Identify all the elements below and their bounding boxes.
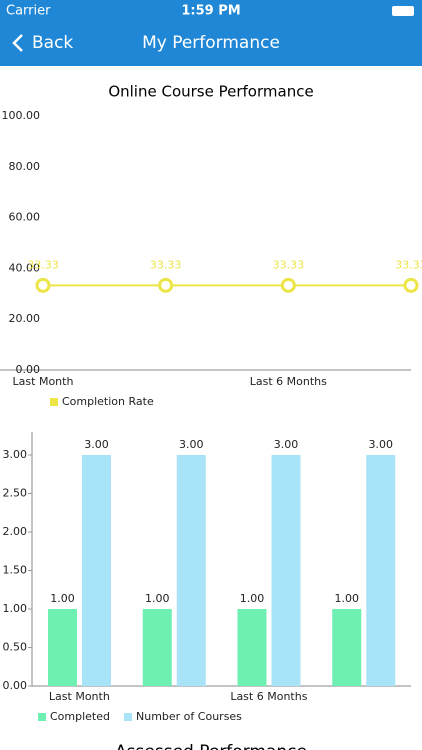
y-tick-label: 80.00 xyxy=(9,160,41,173)
y-tick-label: 0.00 xyxy=(16,363,41,376)
back-button[interactable]: Back xyxy=(12,33,73,53)
value-label: 3.00 xyxy=(369,438,394,451)
carrier: Carrier xyxy=(6,4,51,19)
chart-title: Online Course Performance xyxy=(108,83,313,101)
value-label: 33.33 xyxy=(27,258,59,271)
y-tick-label: 100.00 xyxy=(2,109,41,122)
back-label[interactable]: Back xyxy=(32,33,73,53)
y-tick-label: 2.00 xyxy=(3,525,28,538)
battery xyxy=(392,6,414,16)
x-tick-label: Last 6 Months xyxy=(250,375,327,388)
bar xyxy=(366,455,396,686)
value-label: 33.33 xyxy=(150,258,182,271)
value-label: 1.00 xyxy=(240,592,265,605)
legend-swatch xyxy=(124,713,132,721)
clock: 1:59 PM xyxy=(181,4,240,19)
value-label: 1.00 xyxy=(50,592,75,605)
x-tick-label: Last 6 Months xyxy=(230,690,307,703)
legend-label: Number of Courses xyxy=(136,710,242,723)
value-label: 3.00 xyxy=(84,438,109,451)
bar xyxy=(271,455,301,686)
point xyxy=(280,277,296,293)
legend-swatch xyxy=(38,713,46,721)
value-label: 3.00 xyxy=(274,438,299,451)
y-tick-label: 20.00 xyxy=(9,312,41,325)
value-label: 33.33 xyxy=(273,258,305,271)
y-tick-label: 0.00 xyxy=(3,679,28,692)
bar xyxy=(332,609,362,686)
nav-title: My Performance xyxy=(142,33,280,53)
x-tick-label: Last Month xyxy=(13,375,74,388)
y-tick-label: 40.00 xyxy=(9,261,41,274)
y-tick-label: 1.50 xyxy=(3,564,28,577)
back-chevron xyxy=(12,34,23,52)
y-tick-label: 0.50 xyxy=(3,641,28,654)
value-label: 1.00 xyxy=(145,592,170,605)
bar xyxy=(176,455,206,686)
section-title: Assessed Performance xyxy=(115,742,307,750)
point xyxy=(158,277,174,293)
nav-bar xyxy=(0,0,422,66)
y-tick-label: 1.00 xyxy=(3,602,28,615)
bar xyxy=(82,455,111,686)
value-label: 1.00 xyxy=(335,592,360,605)
bar xyxy=(142,609,172,686)
legend-label: Completion Rate xyxy=(62,395,154,408)
y-tick-label: 60.00 xyxy=(9,211,41,224)
y-tick-label: 2.50 xyxy=(3,487,28,500)
x-tick-label: Last Month xyxy=(49,690,110,703)
bar xyxy=(237,609,267,686)
value-label: 3.00 xyxy=(179,438,204,451)
value-label: 33.33 xyxy=(395,258,422,271)
legend-label: Completed xyxy=(50,710,110,723)
point xyxy=(403,277,419,293)
point xyxy=(35,277,51,293)
bar xyxy=(48,609,77,686)
legend-swatch xyxy=(50,398,58,406)
y-tick-label: 3.00 xyxy=(3,448,28,461)
